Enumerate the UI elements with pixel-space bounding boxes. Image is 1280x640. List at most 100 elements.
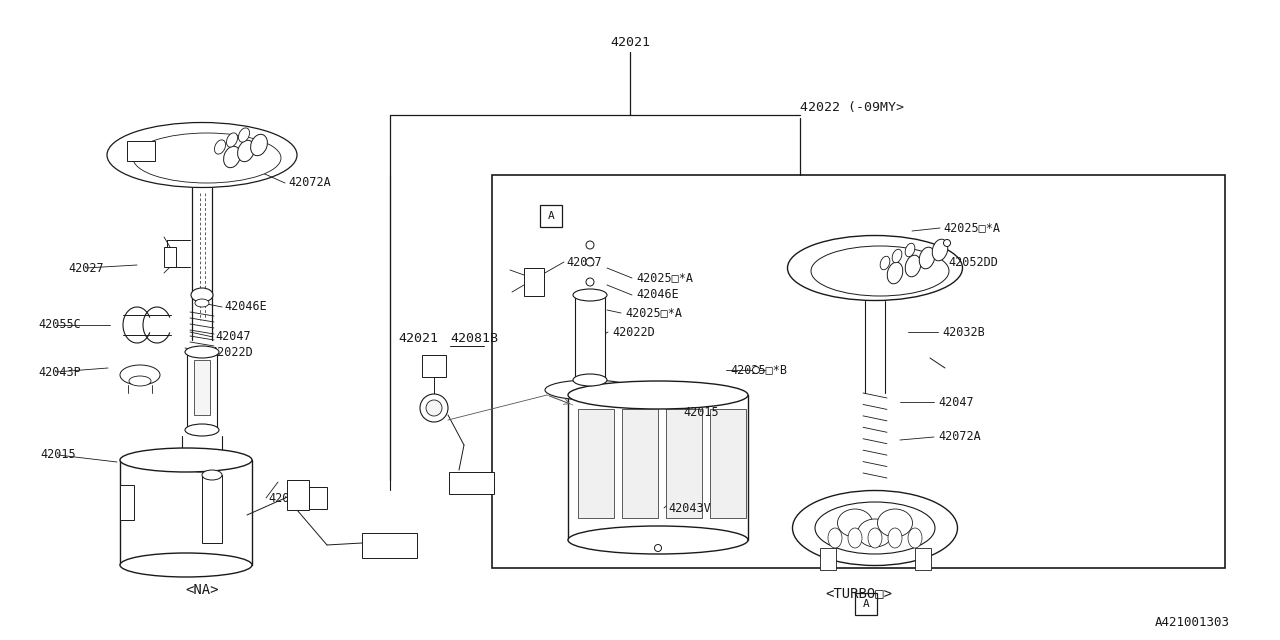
Ellipse shape — [858, 519, 892, 547]
Bar — [120, 485, 134, 520]
Text: 42021: 42021 — [611, 35, 650, 49]
Ellipse shape — [120, 365, 160, 385]
Text: 42032B: 42032B — [942, 326, 984, 339]
Text: 42025□*A: 42025□*A — [943, 221, 1000, 234]
Text: 42052DD: 42052DD — [948, 255, 998, 269]
Ellipse shape — [573, 289, 607, 301]
Ellipse shape — [129, 376, 151, 386]
Ellipse shape — [812, 246, 948, 296]
Ellipse shape — [186, 424, 219, 436]
Ellipse shape — [586, 258, 594, 266]
Text: 42027: 42027 — [68, 262, 104, 275]
Ellipse shape — [568, 526, 748, 554]
Ellipse shape — [202, 470, 221, 480]
Text: <NA>: <NA> — [186, 583, 219, 597]
Ellipse shape — [654, 545, 662, 552]
Text: <TURBO□>: <TURBO□> — [826, 586, 892, 600]
Bar — [187, 352, 218, 430]
Ellipse shape — [586, 278, 594, 286]
Bar — [127, 141, 155, 161]
Bar — [666, 409, 701, 518]
Text: 42022D: 42022D — [612, 326, 655, 339]
Ellipse shape — [120, 553, 252, 577]
Text: 42072A: 42072A — [938, 431, 980, 444]
Ellipse shape — [420, 394, 448, 422]
Bar — [164, 247, 177, 267]
Text: A421001303: A421001303 — [1155, 616, 1230, 628]
Ellipse shape — [426, 400, 442, 416]
Ellipse shape — [120, 448, 252, 472]
Ellipse shape — [815, 502, 934, 554]
Ellipse shape — [195, 299, 209, 307]
Ellipse shape — [878, 509, 913, 537]
Ellipse shape — [932, 239, 947, 261]
Text: 42055C: 42055C — [38, 319, 81, 332]
Bar — [855, 593, 877, 615]
Ellipse shape — [227, 133, 238, 147]
Text: A: A — [863, 599, 869, 609]
Bar — [524, 268, 544, 296]
Ellipse shape — [943, 239, 951, 246]
Bar — [422, 355, 445, 377]
Text: 42027: 42027 — [566, 255, 602, 269]
Ellipse shape — [753, 367, 759, 374]
Text: 42046E: 42046E — [636, 289, 678, 301]
Ellipse shape — [892, 249, 902, 263]
Text: 42015: 42015 — [40, 449, 76, 461]
Text: 42021: 42021 — [398, 332, 438, 344]
Text: 42081B: 42081B — [268, 492, 311, 504]
Text: 42043P: 42043P — [38, 365, 81, 378]
Bar — [915, 548, 931, 570]
Bar — [362, 533, 417, 558]
Ellipse shape — [573, 374, 607, 386]
Text: 42072A: 42072A — [288, 177, 330, 189]
Ellipse shape — [887, 262, 902, 284]
Ellipse shape — [215, 140, 225, 154]
Bar — [579, 409, 614, 518]
Ellipse shape — [849, 528, 861, 548]
Ellipse shape — [905, 243, 915, 257]
Ellipse shape — [191, 288, 212, 302]
Ellipse shape — [108, 122, 297, 188]
Ellipse shape — [908, 528, 922, 548]
Bar — [287, 480, 308, 510]
Ellipse shape — [182, 458, 221, 472]
Ellipse shape — [238, 140, 255, 162]
Bar — [568, 395, 748, 540]
Bar — [120, 460, 252, 565]
Bar — [540, 205, 562, 227]
Ellipse shape — [186, 346, 219, 358]
Bar — [195, 360, 210, 415]
Ellipse shape — [828, 528, 842, 548]
Bar — [449, 472, 494, 494]
Text: 42025□*A: 42025□*A — [625, 307, 682, 319]
Ellipse shape — [888, 528, 902, 548]
Text: 42047: 42047 — [938, 396, 974, 408]
Text: 42015: 42015 — [684, 406, 718, 419]
Text: 42022 (-09MY>: 42022 (-09MY> — [800, 102, 904, 115]
Text: 42025□*A: 42025□*A — [636, 271, 692, 285]
Ellipse shape — [568, 381, 748, 409]
Ellipse shape — [586, 241, 594, 249]
Ellipse shape — [919, 247, 934, 269]
Ellipse shape — [545, 380, 635, 400]
Text: 42047: 42047 — [215, 330, 251, 344]
Text: A: A — [548, 211, 554, 221]
Ellipse shape — [133, 133, 282, 183]
Ellipse shape — [238, 128, 250, 142]
Bar — [820, 548, 836, 570]
Bar — [202, 475, 221, 543]
Ellipse shape — [881, 256, 890, 269]
Ellipse shape — [792, 490, 957, 566]
Text: 42046E: 42046E — [224, 301, 266, 314]
Ellipse shape — [224, 147, 241, 168]
Bar — [575, 295, 605, 380]
Ellipse shape — [787, 236, 963, 301]
Bar — [492, 175, 1225, 568]
Text: 42081B: 42081B — [451, 332, 498, 344]
Ellipse shape — [251, 134, 268, 156]
Bar — [308, 487, 326, 509]
Text: 42043V: 42043V — [668, 502, 710, 515]
Ellipse shape — [905, 255, 920, 277]
Text: 42025□*B: 42025□*B — [730, 364, 787, 376]
